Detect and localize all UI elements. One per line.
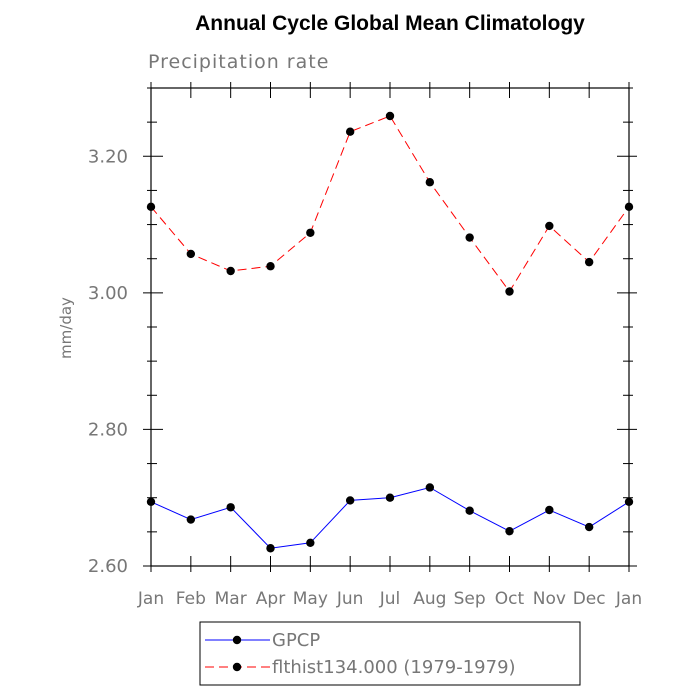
- ticks-layer: Jan Feb Mar Apr May Jun Jul Aug Sep Oct Nov Dec Jan 2…: [88, 82, 642, 609]
- series-layer: [146, 111, 634, 553]
- legend: GPCP flthist134.000 (1979-1979): [205, 630, 516, 678]
- x-tick-label: Sep: [454, 589, 486, 609]
- data-point: [624, 497, 634, 507]
- data-point: [505, 526, 514, 536]
- data-point: [545, 221, 554, 231]
- data-point: [624, 202, 634, 212]
- x-tick-label: Jan: [137, 589, 164, 609]
- data-point: [266, 544, 275, 553]
- x-tick-label: Jan: [615, 589, 642, 609]
- legend-box: [199, 621, 581, 686]
- data-point: [385, 111, 395, 121]
- series-line-2: [150, 115, 630, 293]
- data-point: [306, 228, 315, 237]
- data-point: [226, 266, 235, 276]
- data-point: [425, 178, 435, 187]
- x-tick-label: May: [293, 589, 328, 609]
- data-point: [186, 515, 196, 524]
- legend-label: flthist134.000 (1979-1979): [272, 657, 516, 678]
- data-point: [266, 262, 275, 271]
- legend-label: GPCP: [272, 630, 320, 651]
- data-point: [186, 249, 196, 259]
- x-tick-label: Apr: [256, 589, 285, 609]
- data-point: [385, 493, 395, 502]
- x-tick-label: Nov: [533, 589, 566, 609]
- data-point: [545, 505, 554, 515]
- chart-title: Annual Cycle Global Mean Climatology: [195, 12, 585, 35]
- y-axis-label: mm/day: [57, 297, 75, 359]
- data-point: [584, 522, 594, 532]
- x-tick-label: Aug: [413, 589, 446, 609]
- x-tick-label: Oct: [495, 589, 525, 609]
- data-point: [306, 538, 315, 547]
- chart-subtitle: Precipitation rate: [148, 51, 329, 73]
- x-tick-label: Dec: [573, 589, 606, 609]
- data-point: [505, 287, 514, 296]
- data-point: [146, 202, 156, 212]
- x-tick-label: Jun: [336, 589, 364, 609]
- data-point: [226, 503, 235, 512]
- data-point: [465, 233, 474, 242]
- x-tick-label: Feb: [176, 589, 206, 609]
- data-point: [584, 257, 594, 267]
- data-point: [465, 506, 474, 515]
- legend-marker: [232, 662, 242, 672]
- x-tick-label: Mar: [215, 589, 247, 609]
- data-point: [345, 496, 355, 505]
- y-tick-label: 2.80: [88, 419, 128, 440]
- y-tick-label: 2.60: [88, 556, 128, 577]
- data-point: [425, 483, 435, 492]
- data-point: [146, 497, 156, 507]
- legend-marker: [232, 635, 242, 645]
- y-tick-label: 3.00: [88, 283, 128, 304]
- data-point: [345, 127, 355, 136]
- x-tick-label: Jul: [379, 589, 401, 609]
- y-tick-label: 3.20: [88, 146, 128, 167]
